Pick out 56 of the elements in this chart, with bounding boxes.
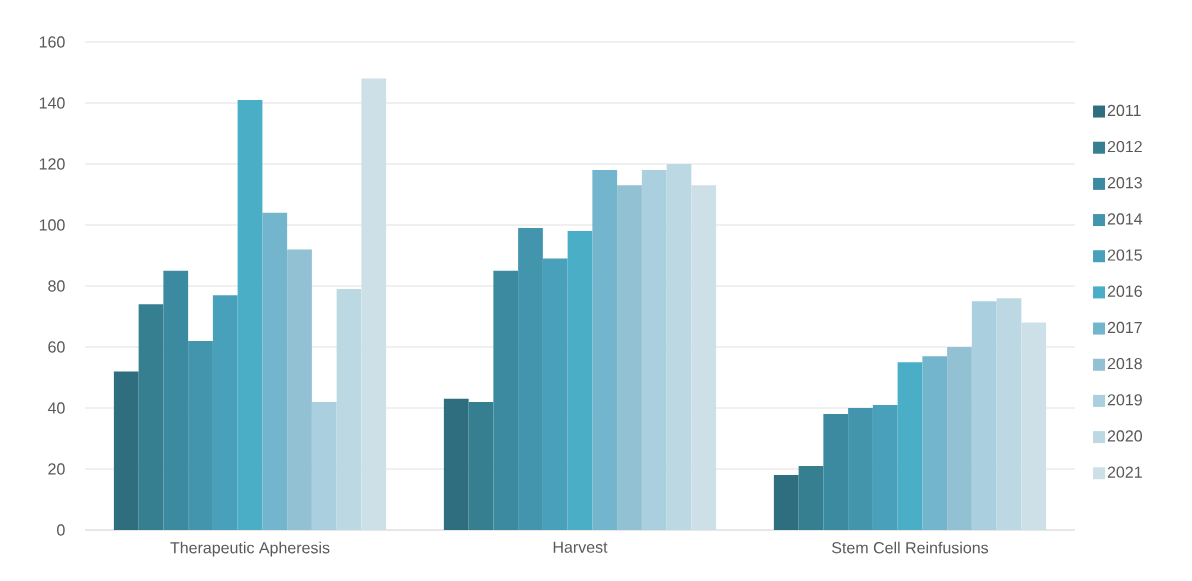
bar (443, 398, 469, 530)
bar (897, 362, 923, 530)
legend-label: 2015 (1107, 249, 1142, 261)
bar (567, 231, 593, 530)
legend-label: 2011 (1107, 104, 1141, 117)
bar (163, 270, 189, 530)
bar (138, 304, 164, 530)
bar (592, 170, 618, 530)
bar (468, 401, 494, 530)
legend-label: 2016 (1107, 285, 1142, 297)
bar (641, 170, 667, 530)
bar (361, 78, 387, 530)
legend-label: 2021 (1107, 466, 1142, 478)
bar (922, 356, 948, 530)
x-tick-label: Harvest (553, 541, 608, 553)
bar (691, 185, 717, 530)
bar (947, 346, 972, 530)
bar (872, 404, 898, 530)
y-tick-label: 60 (48, 341, 65, 353)
bar (188, 340, 213, 530)
bar (971, 301, 997, 530)
bar (336, 289, 362, 530)
y-tick-label: 0 (57, 524, 65, 536)
bar (311, 401, 337, 530)
bar (823, 414, 849, 530)
bar (113, 371, 139, 530)
legend-label: 2012 (1107, 140, 1142, 153)
legend-label: 2019 (1107, 394, 1142, 406)
x-tick-label: Therapeutic Apheresis (170, 541, 330, 557)
bar (262, 212, 288, 530)
legend-label: 2014 (1107, 213, 1143, 225)
bar (287, 249, 312, 530)
legend-label: 2017 (1107, 321, 1142, 334)
bar (848, 407, 873, 530)
y-tick-label: 20 (48, 463, 65, 475)
y-tick-label: 100 (39, 219, 65, 231)
bar (617, 185, 642, 530)
bar (996, 298, 1022, 530)
bar (237, 99, 263, 530)
y-tick-label: 40 (47, 402, 65, 414)
y-tick-label: 120 (39, 158, 65, 170)
bar (518, 228, 543, 530)
bar (212, 295, 238, 530)
legend-label: 2013 (1107, 177, 1142, 189)
bar (1021, 322, 1047, 530)
bar (666, 163, 692, 530)
x-tick-label: Stem Cell Reinfusions (832, 541, 989, 554)
legend-label: 2020 (1107, 430, 1142, 442)
y-tick-label: 80 (48, 280, 65, 292)
bar (493, 270, 519, 530)
y-tick-label: 160 (39, 36, 65, 48)
legend-label: 2018 (1107, 357, 1142, 370)
y-tick-label: 140 (39, 97, 65, 109)
bar (542, 258, 568, 530)
bar (773, 475, 799, 530)
bar (798, 465, 824, 530)
